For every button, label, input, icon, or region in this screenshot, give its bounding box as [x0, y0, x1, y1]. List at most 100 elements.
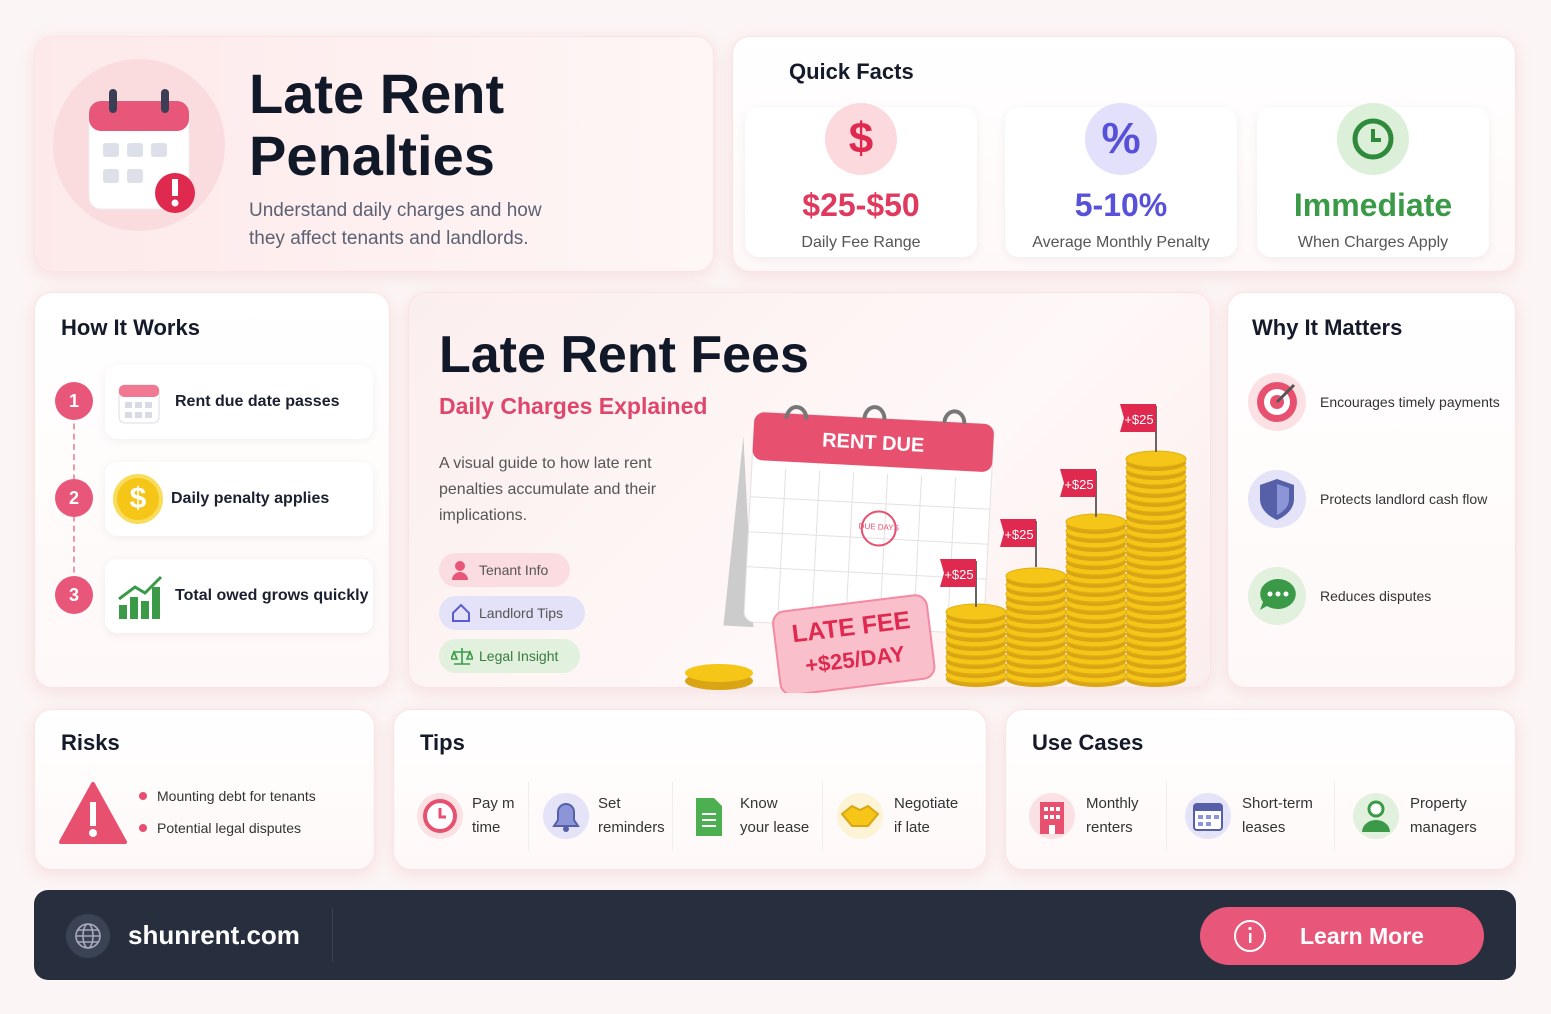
button-text: Learn More	[1300, 922, 1424, 949]
section-title: Tips	[420, 730, 465, 755]
fact-label: Daily Fee Range	[801, 234, 921, 251]
tip: Set reminders	[540, 792, 670, 840]
why-item: Encourages timely payments	[1248, 373, 1500, 431]
coin	[1125, 450, 1187, 468]
globe-icon	[66, 914, 110, 958]
tag-text: Tenant Info	[479, 562, 549, 578]
step-icon	[118, 384, 160, 424]
info-icon	[1234, 920, 1266, 952]
tip-text: Negotiate if late	[894, 795, 959, 836]
why-text: Encourages timely payments	[1320, 394, 1500, 410]
site-name: shunrent.com	[128, 920, 300, 950]
step-icon: $	[113, 474, 163, 524]
tag[interactable]: Landlord Tips	[439, 596, 586, 630]
risk-item: Potential legal disputes	[139, 816, 301, 840]
how-it-works-card: How It Works 1 Rent due date passes 2 $ …	[34, 292, 390, 688]
section-title: How It Works	[61, 315, 200, 340]
step: Total owed grows quickly	[105, 559, 373, 633]
flag-label: +$25	[1124, 412, 1153, 427]
fact-label: When Charges Apply	[1297, 234, 1449, 251]
tip-text: Know your lease	[740, 795, 810, 836]
fact-icon: %	[1085, 103, 1157, 175]
fact-value: Immediate	[1293, 187, 1453, 223]
footer: shunrent.com Learn More	[34, 890, 1516, 980]
tip: Know your lease	[684, 792, 814, 840]
why-card: Why It Matters Encourages timely payment…	[1227, 292, 1516, 688]
flag	[1000, 519, 1036, 547]
section-title: Why It Matters	[1252, 315, 1403, 340]
flag	[940, 559, 976, 587]
step-text: Daily penalty applies	[171, 490, 330, 507]
step: Rent due date passes	[105, 365, 373, 439]
risk-text: Potential legal disputes	[157, 820, 301, 836]
tip-text: Pay m time	[472, 795, 515, 836]
flag	[1120, 404, 1156, 432]
chat-icon	[1248, 567, 1306, 625]
tag-text: Legal Insight	[479, 648, 559, 664]
hero-description: A visual guide to how late rent penaltie…	[439, 455, 657, 524]
step-number: 2	[55, 479, 93, 517]
fact: $ $25-$50 Daily Fee Range	[745, 103, 977, 257]
use-case: Monthly renters	[1026, 792, 1156, 840]
warning-icon	[59, 782, 127, 844]
section-title: Use Cases	[1032, 730, 1144, 755]
learn-more-button[interactable]: Learn More	[1200, 907, 1484, 965]
tag[interactable]: Legal Insight	[439, 639, 581, 673]
why-text: Protects landlord cash flow	[1320, 491, 1488, 507]
why-item: Protects landlord cash flow	[1248, 470, 1487, 528]
step-number: 3	[55, 576, 93, 614]
fact: Immediate When Charges Apply	[1257, 103, 1489, 257]
section-title: Risks	[61, 730, 120, 755]
use-case-text: Short-term leases	[1242, 795, 1313, 836]
tip-text: Set reminders	[598, 795, 665, 836]
target-icon	[1248, 373, 1306, 431]
why-item: Reduces disputes	[1248, 567, 1431, 625]
coin	[1005, 567, 1067, 585]
step-icon	[118, 575, 163, 619]
header-card: Late Rent Penalties Understand daily cha…	[34, 36, 714, 272]
flag-label: +$25	[1004, 527, 1033, 542]
fact-value: $25-$50	[802, 187, 920, 223]
tip: Negotiate if late	[834, 792, 974, 840]
flag	[1060, 469, 1096, 497]
fact-label: Average Monthly Penalty	[1032, 234, 1210, 251]
page-title: Late Rent Penalties	[249, 62, 505, 187]
shield-icon	[1248, 470, 1306, 528]
flag-label: +$25	[1064, 477, 1093, 492]
section-title: Quick Facts	[789, 59, 914, 84]
use-cases-card: Use Cases Monthly renters Short-term lea…	[1005, 709, 1516, 870]
flag-label: +$25	[944, 567, 973, 582]
hero-title: Late Rent Fees	[439, 326, 809, 384]
hero-card: Late Rent Fees Daily Charges Explained A…	[408, 292, 1211, 693]
quick-facts-card: Quick Facts $ $25-$50 Daily Fee Range % …	[732, 36, 1516, 272]
fact-value: 5-10%	[1074, 187, 1168, 223]
step-number: 1	[55, 382, 93, 420]
risk-text: Mounting debt for tenants	[157, 788, 316, 804]
tip: Pay m time	[416, 792, 526, 840]
fact-icon: $	[825, 103, 897, 175]
step-text: Total owed grows quickly	[175, 587, 369, 604]
fact-icon	[1337, 103, 1409, 175]
risks-card: Risks Mounting debt for tenants Potentia…	[34, 709, 375, 870]
hero-illustration: RENT DUE DUE DAYS LATE FEE +$25/DAY +$25…	[685, 404, 1187, 693]
hero-subtitle: Daily Charges Explained	[439, 393, 708, 419]
clock-icon	[1352, 118, 1394, 160]
tips-card: Tips Pay m time Set reminders Know your …	[393, 709, 987, 870]
use-case: Short-term leases	[1182, 792, 1318, 840]
fact: % 5-10% Average Monthly Penalty	[1005, 103, 1237, 257]
use-case-text: Property managers	[1410, 795, 1477, 836]
why-text: Reduces disputes	[1320, 588, 1432, 604]
step-text: Rent due date passes	[175, 393, 340, 410]
use-case: Property managers	[1350, 792, 1486, 840]
tag[interactable]: Tenant Info	[439, 553, 571, 587]
risk-item: Mounting debt for tenants	[139, 784, 316, 808]
calendar-icon	[53, 59, 225, 231]
step: $ Daily penalty applies	[105, 462, 373, 536]
stamp-text: DUE DAYS	[858, 521, 899, 532]
page-subtitle: Understand daily charges and how they af…	[249, 200, 542, 249]
tag-text: Landlord Tips	[479, 605, 564, 621]
use-case-text: Monthly renters	[1086, 795, 1139, 836]
calendar-header: RENT DUE	[822, 429, 925, 456]
